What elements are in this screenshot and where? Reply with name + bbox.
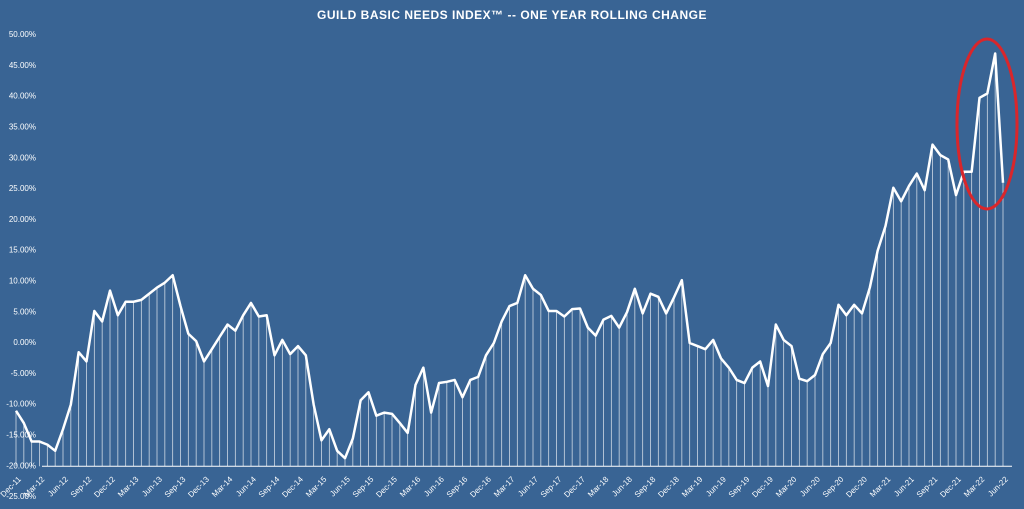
highlight-ellipse: [955, 37, 1019, 211]
y-tick-label: 10.00%: [9, 277, 36, 286]
y-tick-label: 35.00%: [9, 123, 36, 132]
y-tick-label: 20.00%: [9, 215, 36, 224]
y-tick-label: 40.00%: [9, 92, 36, 101]
y-tick-label: 45.00%: [9, 61, 36, 70]
chart-title: GUILD BASIC NEEDS INDEX™ -- ONE YEAR ROL…: [317, 8, 707, 22]
y-tick-label: 25.00%: [9, 184, 36, 193]
series-line: [14, 52, 1005, 460]
y-tick-label: -5.00%: [11, 369, 36, 378]
y-tick-label: 5.00%: [13, 307, 36, 316]
y-tick-label: 50.00%: [9, 30, 36, 39]
y-tick-label: 30.00%: [9, 153, 36, 162]
y-tick-label: -15.00%: [6, 431, 36, 440]
y-tick-label: 0.00%: [13, 338, 36, 347]
y-tick-label: -20.00%: [6, 461, 36, 470]
y-tick-label: -25.00%: [6, 492, 36, 501]
y-tick-label: 15.00%: [9, 246, 36, 255]
y-tick-label: -10.00%: [6, 400, 36, 409]
